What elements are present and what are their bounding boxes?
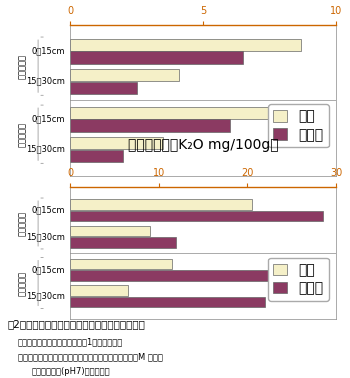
Text: 注２）可給態リン酸はトルオーグ法、交換性カリは１M 酢酸ア: 注２）可給態リン酸はトルオーグ法、交換性カリは１M 酢酸ア <box>18 353 162 362</box>
Text: ５０％削減: ５０％削減 <box>18 211 27 236</box>
Bar <box>70 237 176 248</box>
Bar <box>70 137 163 149</box>
Title: 交換性カリ（K₂O mg/100g）: 交換性カリ（K₂O mg/100g） <box>128 138 278 152</box>
Legend: うね, うね間: うね, うね間 <box>268 104 329 147</box>
Text: ３０％削減: ３０％削減 <box>18 122 27 147</box>
Bar <box>70 211 323 221</box>
Text: 15～30cm: 15～30cm <box>26 145 65 154</box>
Bar <box>70 285 128 296</box>
Bar <box>70 199 252 210</box>
Text: 0～15cm: 0～15cm <box>31 115 65 124</box>
Bar <box>70 270 309 281</box>
Text: 0～15cm: 0～15cm <box>31 206 65 215</box>
Text: ンモニウム液(pH7)抒出による: ンモニウム液(pH7)抒出による <box>32 367 110 376</box>
Text: ５０％削減: ５０％削減 <box>18 54 27 79</box>
Text: 15～30cm: 15～30cm <box>26 292 65 301</box>
Text: ３０％削減: ３０％削減 <box>18 271 27 296</box>
Text: 0～15cm: 0～15cm <box>31 46 65 56</box>
Bar <box>70 259 172 270</box>
Bar <box>70 51 243 64</box>
Text: 15～30cm: 15～30cm <box>26 77 65 86</box>
Bar <box>70 226 150 236</box>
Bar <box>70 69 179 81</box>
Bar <box>70 119 230 132</box>
Bar <box>70 82 136 94</box>
Text: 図2　洽培跡地土壌の可給態リン酸と交換性カリ: 図2 洽培跡地土壌の可給態リン酸と交換性カリ <box>7 319 145 329</box>
Text: 注１）土壌採取日と採取法は図1の脚注と同様: 注１）土壌採取日と採取法は図1の脚注と同様 <box>18 337 123 346</box>
Bar <box>70 297 265 307</box>
Text: 15～30cm: 15～30cm <box>26 232 65 241</box>
Bar <box>70 150 123 162</box>
Legend: うね, うね間: うね, うね間 <box>268 257 329 301</box>
Bar <box>70 39 301 51</box>
Text: 0～15cm: 0～15cm <box>31 265 65 274</box>
Bar <box>70 107 270 119</box>
